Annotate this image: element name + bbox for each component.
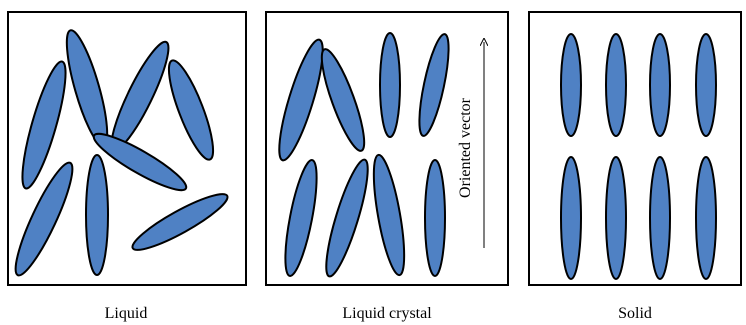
panel-label: Liquid crystal (342, 305, 432, 322)
solid-panel: Solid (529, 12, 741, 322)
molecule (606, 157, 626, 279)
molecule (696, 34, 716, 136)
page: Liquid Oriented vector Liquid crystal So… (0, 0, 746, 325)
molecule (380, 33, 400, 137)
molecule (650, 157, 670, 279)
molecule (561, 157, 581, 279)
liquid-panel: Liquid (7, 12, 246, 322)
molecule (606, 34, 626, 136)
arrow-label: Oriented vector (457, 97, 474, 198)
molecule (696, 157, 716, 279)
panel-label: Solid (618, 305, 652, 322)
molecule (561, 34, 581, 136)
panel-label: Liquid (105, 305, 148, 322)
liquid-crystal-panel: Oriented vector Liquid crystal (266, 12, 508, 322)
molecule (425, 160, 445, 276)
molecule (86, 155, 108, 275)
molecule (650, 34, 670, 136)
diagram: Liquid Oriented vector Liquid crystal So… (0, 0, 746, 325)
